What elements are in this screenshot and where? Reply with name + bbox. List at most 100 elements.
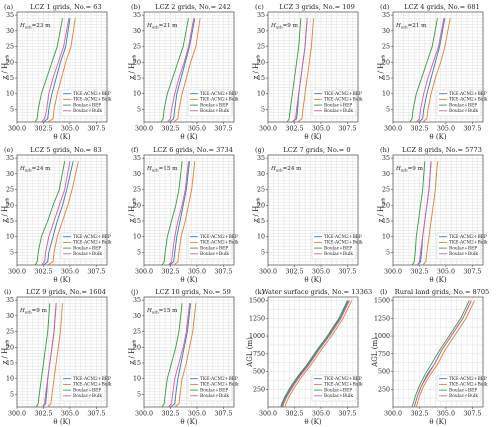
y-axis-label: z / Hurb [1, 340, 11, 365]
y-axis-label-main: z / H [1, 348, 9, 365]
legend-entry: TKE-ACM2+BEP [449, 377, 487, 382]
y-tick-label: 15 [6, 360, 14, 367]
panel-d: 300.0 302.5 305.0 307.5 5 10 15 20 25 30 35 θ (K) z … [377, 3, 488, 141]
legend-entry: Boulac+Bulk [449, 252, 478, 257]
x-tick-label: 307.5 [87, 411, 105, 418]
y-tick-label: 20 [382, 202, 390, 209]
urban-height-subscript: urb [401, 24, 408, 29]
y-tick-label: 30 [257, 171, 265, 178]
x-tick-label: 300.0 [384, 411, 402, 418]
legend-box [436, 89, 482, 117]
series-line-boulac-bep [161, 161, 183, 266]
legend-entry: Boulac+BEP [449, 388, 477, 393]
legend-entry: TKE-ACM2+Bulk [200, 98, 239, 103]
y-tick-label: 35 [6, 155, 14, 162]
y-tick-label: 15 [382, 75, 390, 82]
legend-entry: TKE-ACM2+BEP [73, 377, 111, 382]
panel-letter: (l) [380, 288, 388, 296]
legend-box [436, 374, 482, 402]
legend-entry: TKE-ACM2+BEP [200, 92, 238, 97]
urban-height-subscript: urb [152, 309, 159, 314]
legend-entry: Boulac+Bulk [73, 109, 102, 114]
y-tick-label: 20 [6, 59, 14, 66]
series-line-boulac-bep [34, 161, 66, 266]
legend-entry: TKE-ACM2+Bulk [449, 241, 488, 246]
x-tick-label: 302.5 [285, 269, 303, 276]
legend-entry: Boulac+BEP [200, 246, 228, 251]
urban-height-annotation: Hurb=24 m [19, 166, 51, 172]
y-tick-label: 20 [6, 202, 14, 209]
series-line-tke-acm2-bulk [47, 18, 76, 123]
legend-box [187, 89, 233, 117]
series-line-boulac-bep [409, 18, 438, 123]
x-tick-label: 300.0 [8, 269, 26, 276]
urban-height-value: =21 m [159, 23, 179, 29]
series-line-boulac-bep [286, 18, 302, 123]
y-axis-label-main: AGL (m) [246, 337, 254, 368]
x-tick-label: 302.5 [34, 126, 52, 133]
panel-title: LCZ 9 grids, No.= 1604 [26, 288, 106, 296]
legend: TKE-ACM2+BEPTKE-ACM2+BulkBoulac+BEPBoula… [436, 232, 488, 260]
urban-height-subscript: urb [276, 167, 283, 172]
y-tick-label: 20 [382, 59, 390, 66]
legend-entry: Boulac+Bulk [449, 109, 478, 114]
y-tick-label: 25 [133, 329, 141, 336]
y-axis-label: z / Hurb [252, 55, 262, 80]
x-tick-label: 305.0 [312, 126, 330, 133]
urban-height-subscript: urb [25, 24, 32, 29]
legend-entry: TKE-ACM2+BEP [324, 235, 362, 240]
y-tick-label: 10 [6, 234, 14, 241]
legend-entry: Boulac+Bulk [324, 394, 353, 399]
x-tick-label: 302.5 [285, 126, 303, 133]
x-axis-label: θ (K) [53, 276, 70, 284]
y-tick-label: 20 [133, 202, 141, 209]
panel-title: LCZ 7 grids, No.= 0 [283, 146, 350, 154]
y-tick-label: 10 [133, 91, 141, 98]
panel-letter: (i) [4, 288, 12, 296]
legend-box [187, 374, 233, 402]
axes-frame [16, 296, 108, 408]
legend-entry: TKE-ACM2+BEP [449, 92, 487, 97]
y-tick-label: 35 [133, 297, 141, 304]
y-tick-label: 25 [133, 187, 141, 194]
legend-entry: Boulac+Bulk [200, 394, 229, 399]
y-tick-label: 5 [386, 249, 390, 256]
series-line-tke-acm2-bulk [174, 303, 197, 408]
y-axis-label-main: z / H [1, 63, 9, 80]
x-tick-label: 300.0 [384, 269, 402, 276]
legend-entry: Boulac+BEP [73, 246, 101, 251]
panel-c: 300.0 302.5 305.0 307.5 5 10 15 20 25 30 35 θ (K) z … [252, 3, 363, 141]
legend-entry: Boulac+Bulk [449, 394, 478, 399]
series-line-tke-acm2-bep [418, 18, 446, 123]
y-tick-label: 30 [6, 28, 14, 35]
x-tick-label: 300.0 [259, 411, 277, 418]
urban-height-value: =15 m [159, 166, 179, 172]
y-tick-label: 250 [253, 386, 265, 393]
axes-frame [267, 154, 359, 266]
y-tick-label: 20 [257, 202, 265, 209]
urban-height-symbol: H [395, 166, 401, 172]
legend-box [311, 89, 357, 117]
y-tick-label: 15 [257, 218, 265, 225]
y-tick-label: 5 [261, 106, 265, 113]
y-tick-label: 20 [133, 59, 141, 66]
legend-entry: Boulac+Bulk [73, 252, 102, 257]
y-tick-label: 1000 [374, 333, 390, 340]
y-tick-label: 20 [257, 59, 265, 66]
panel-title: LCZ 10 grids, No.= 59 [155, 288, 231, 296]
panel-i: 300.0 302.5 305.0 307.5 5 10 15 20 25 30 35 θ (K) z … [1, 288, 112, 426]
y-tick-label: 10 [257, 234, 265, 241]
panel-b: 300.0 302.5 305.0 307.5 5 10 15 20 25 30 35 θ (K) z … [128, 3, 239, 141]
x-tick-label: 305.0 [61, 269, 79, 276]
urban-height-value: =15 m [159, 308, 179, 314]
series-line-tke-acm2-bulk [422, 18, 451, 123]
y-axis-label-subscript: urb [256, 198, 262, 206]
y-tick-label: 10 [133, 376, 141, 383]
series-line-tke-acm2-bulk [415, 300, 475, 408]
y-axis-label: z / Hurb [252, 198, 262, 223]
y-tick-label: 25 [6, 44, 14, 51]
x-tick-label: 307.5 [214, 411, 232, 418]
x-tick-label: 307.5 [338, 269, 356, 276]
y-tick-label: 35 [6, 12, 14, 19]
panel-title: LCZ 5 grids, No.= 83 [30, 146, 101, 154]
